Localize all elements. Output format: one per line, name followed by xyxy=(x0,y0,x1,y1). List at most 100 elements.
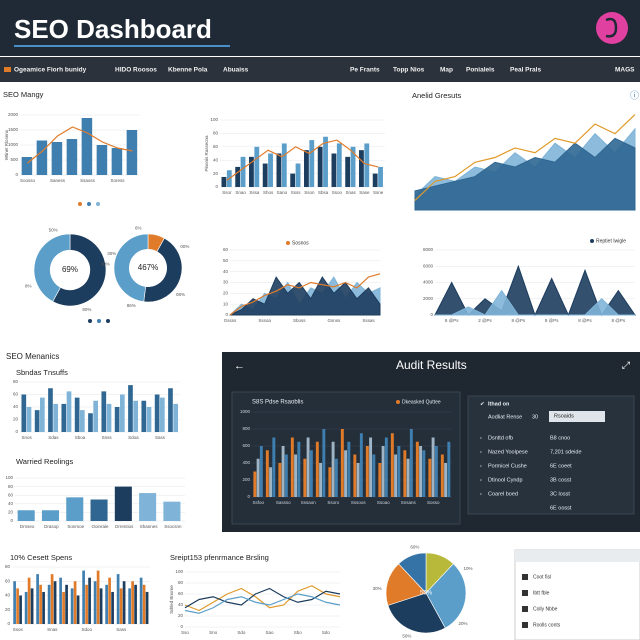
bar xyxy=(378,463,382,497)
bar xyxy=(331,153,337,187)
pager-dot[interactable] xyxy=(88,319,92,323)
x-tick-label: Snas xyxy=(47,627,58,632)
y-tick-label: 20 xyxy=(13,417,19,422)
bar xyxy=(334,458,338,497)
bar xyxy=(336,143,342,187)
y-axis-title: Bnoiel Rssess xyxy=(0,580,1,609)
y-tick-label: 60 xyxy=(178,591,184,596)
bar xyxy=(364,143,370,187)
x-tick-label: Shannes xyxy=(140,524,159,529)
x-tick-label: Sdo xyxy=(237,630,246,635)
nav-item[interactable]: Kbenne Pola xyxy=(168,67,208,74)
nav-icon xyxy=(4,67,11,72)
bar xyxy=(317,146,323,187)
back-arrow[interactable]: ← xyxy=(234,360,245,372)
nav-item[interactable]: Abuaiss xyxy=(223,67,249,74)
info-icon[interactable]: ⓘ xyxy=(630,90,639,100)
center-label: 50% xyxy=(420,591,433,597)
bar xyxy=(281,143,287,187)
y-tick-label: 60 xyxy=(5,578,11,583)
x-tick-label: 8 @Ps xyxy=(545,318,559,323)
bar xyxy=(96,570,100,624)
x-tick-label: Ssfoo xyxy=(252,500,264,505)
pager-dot[interactable] xyxy=(97,319,101,323)
bar xyxy=(90,499,108,521)
bar xyxy=(322,429,326,497)
nav-item[interactable]: Peal Prals xyxy=(510,67,541,74)
bar xyxy=(128,385,133,432)
filter-button-label[interactable]: Rsoaids xyxy=(554,413,574,419)
x-tick-label: 8 @Ps xyxy=(512,318,526,323)
x-tick-label: Soress xyxy=(110,178,125,183)
bar xyxy=(50,574,54,624)
y-tick-label: 40 xyxy=(223,269,229,274)
filter-value[interactable]: 30 xyxy=(532,414,538,420)
y-tick-label: 1500 xyxy=(8,127,19,132)
bar xyxy=(36,140,48,175)
bar xyxy=(74,397,80,432)
legend-swatch xyxy=(286,241,290,245)
y-tick-label: 0 xyxy=(215,184,218,189)
bar xyxy=(133,400,139,432)
y-axis-title: Wtinet Rloseno xyxy=(4,129,9,160)
side-card-header xyxy=(515,550,640,562)
logo[interactable] xyxy=(596,12,628,44)
bar xyxy=(34,410,40,432)
bar xyxy=(66,497,84,521)
y-tick-label: 4000 xyxy=(423,280,434,285)
nav-item[interactable]: Ogeamice Fiorh bunidy xyxy=(14,67,87,74)
pager-dot[interactable] xyxy=(87,202,91,206)
x-tick-label: Ssaoss xyxy=(80,178,96,183)
donut-hole xyxy=(129,249,167,287)
bar xyxy=(145,591,149,624)
bar xyxy=(365,446,369,497)
y-tick-label: 0 xyxy=(430,312,433,317)
x-tick-label: Sssoa xyxy=(258,318,271,323)
x-tick-label: Sdoo xyxy=(81,627,92,632)
chart-title: 10% Cesett Spens xyxy=(10,553,72,562)
nav-item[interactable]: Topp Nios xyxy=(393,67,425,74)
row-label: Pormicel Cushe xyxy=(488,463,527,469)
bar xyxy=(444,463,448,497)
bar xyxy=(126,130,138,175)
y-tick-label: 8000 xyxy=(423,247,434,252)
bar xyxy=(53,581,57,624)
bar xyxy=(347,441,351,497)
bar xyxy=(431,437,435,497)
bar xyxy=(447,441,451,497)
bar xyxy=(265,450,269,497)
x-tick-label: 8 @Ps xyxy=(612,318,626,323)
bar xyxy=(85,584,88,624)
row-label: Dsnttd ofb xyxy=(488,435,513,441)
bar xyxy=(303,458,307,497)
nav-item[interactable]: HIDO Roosos xyxy=(115,67,157,74)
nav-item[interactable]: Pe Frants xyxy=(350,67,380,74)
nav-item[interactable]: Map xyxy=(440,67,453,74)
y-tick-label: 800 xyxy=(242,426,250,431)
nav-item[interactable]: Ponialels xyxy=(466,67,495,74)
slice-annotation: 50% xyxy=(402,633,411,638)
bar xyxy=(30,588,34,624)
list-footer: 6E oosst xyxy=(550,505,572,511)
slice-annotation: 6% xyxy=(135,225,142,230)
nav-item[interactable]: MAGS xyxy=(615,67,635,74)
row-icon: › xyxy=(480,463,482,469)
pager-dot[interactable] xyxy=(78,202,82,206)
nav-bar xyxy=(0,57,640,82)
bar xyxy=(16,588,19,624)
chart-title: Warried Reolings xyxy=(16,457,73,466)
y-tick-label: 10 xyxy=(223,301,229,306)
y-tick-label: 40 xyxy=(178,602,184,607)
pager-dot[interactable] xyxy=(96,202,100,206)
bar xyxy=(328,467,332,497)
pager-dot[interactable] xyxy=(106,319,110,323)
section-title: SEO Menanics xyxy=(6,352,59,361)
logo-glyph xyxy=(605,17,618,38)
bar xyxy=(122,581,126,624)
bar xyxy=(253,471,257,497)
legend-swatch xyxy=(590,239,594,243)
filter-button[interactable] xyxy=(549,411,605,422)
expand-icon[interactable]: ⤢ xyxy=(622,361,630,372)
row-icon: › xyxy=(480,491,482,497)
